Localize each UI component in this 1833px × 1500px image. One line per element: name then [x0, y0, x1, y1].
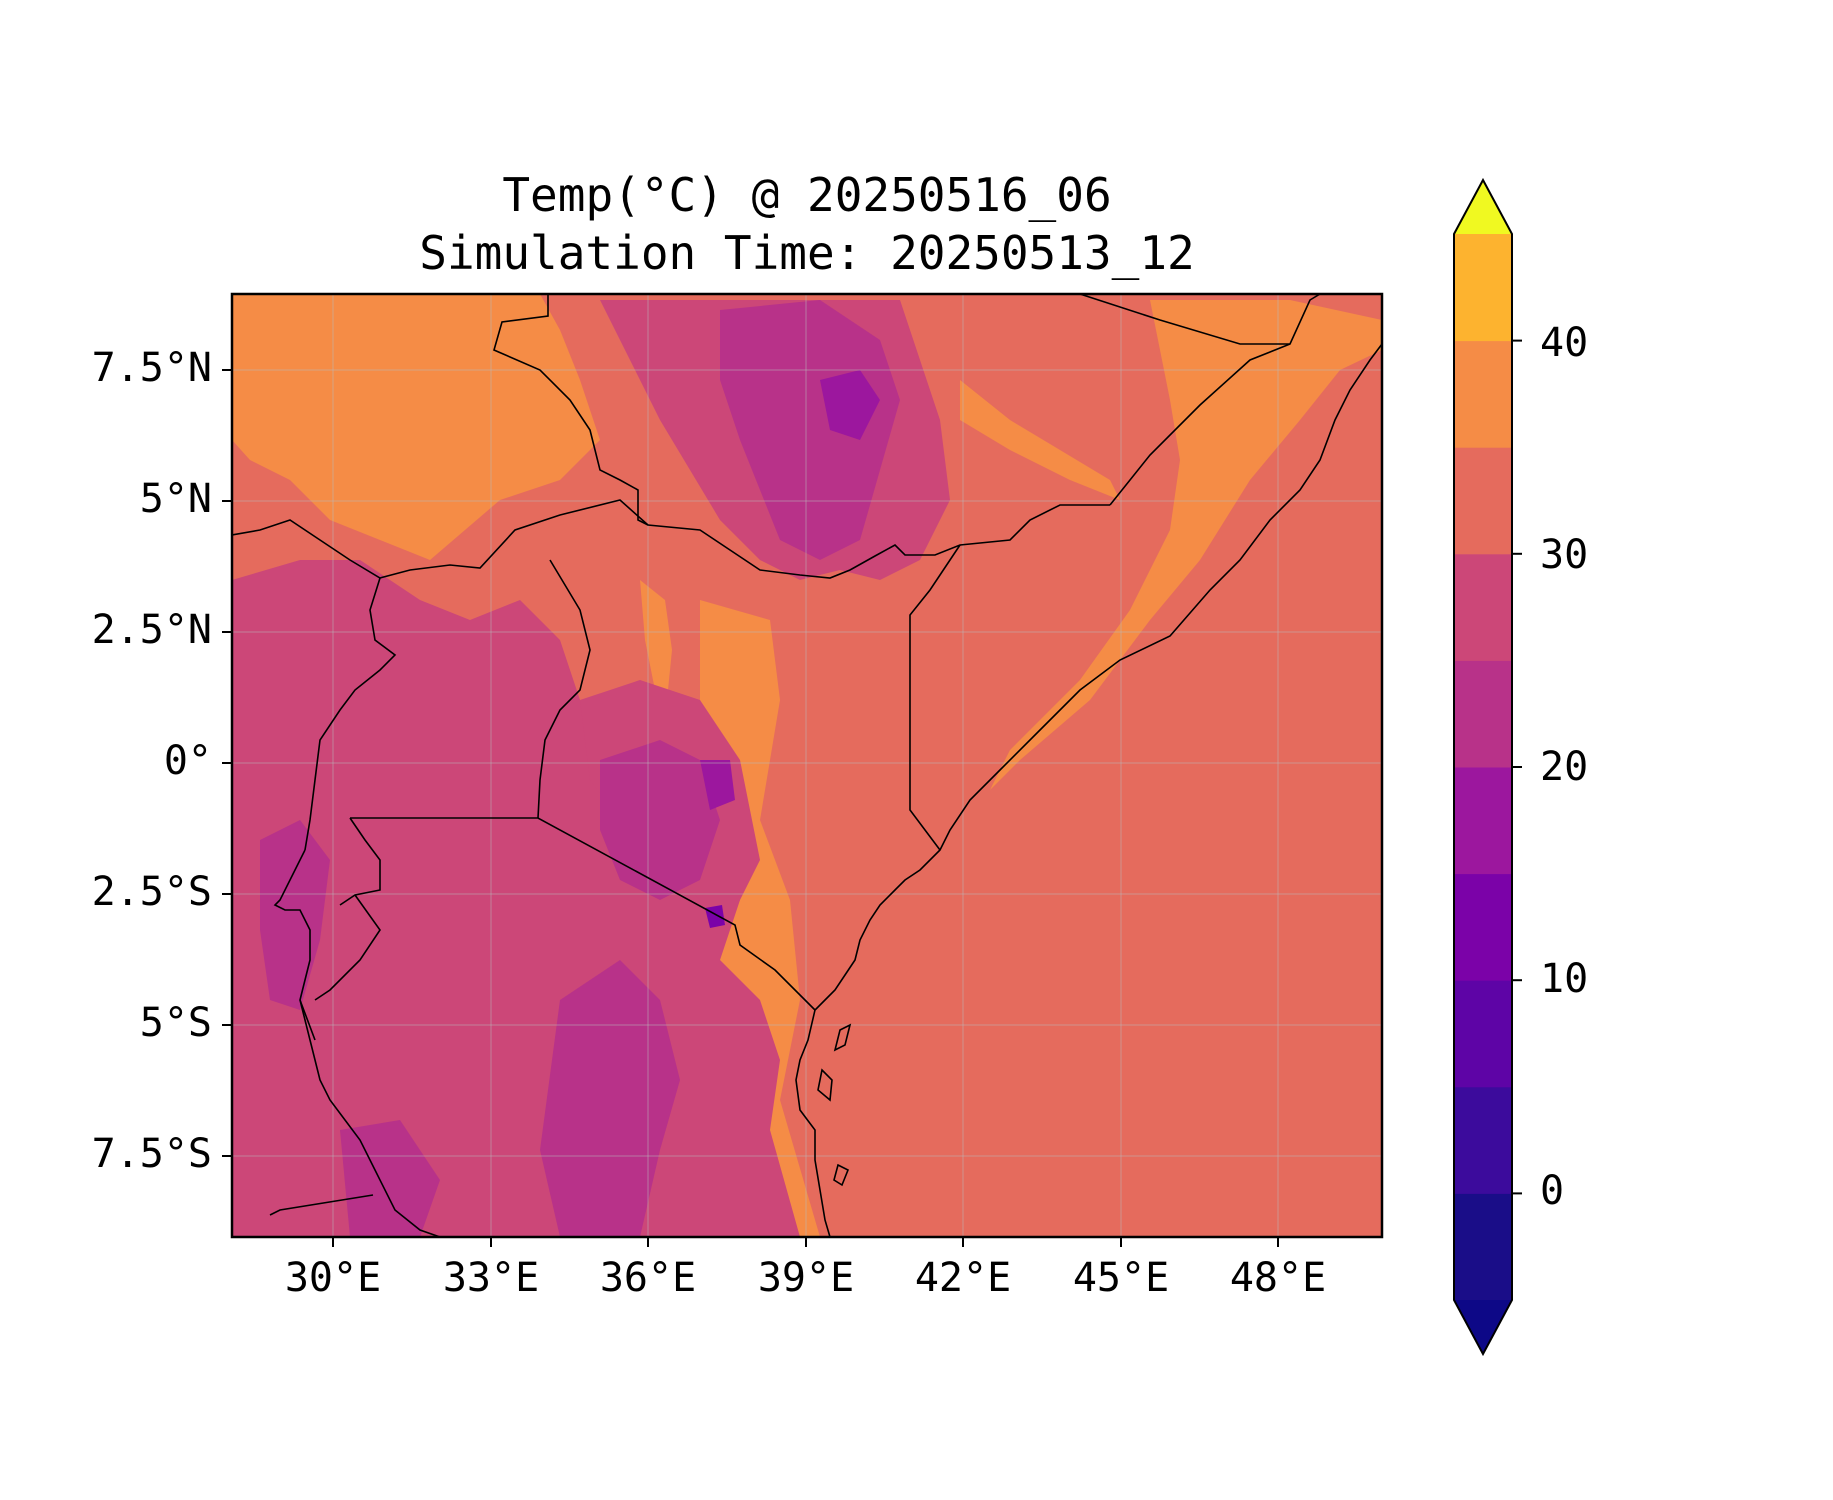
field-colder-rwanda: [260, 820, 330, 1010]
colorbar-band: [1454, 1193, 1512, 1301]
colorbar-tick-label: 0: [1540, 1168, 1565, 1214]
y-tick-label: 0°: [163, 738, 212, 784]
y-tick-label: 5°N: [139, 476, 212, 522]
colorbar-tick-label: 10: [1540, 956, 1589, 1002]
colorbar-extend-over: [1454, 180, 1512, 234]
colorbar-extend-under: [1454, 1300, 1512, 1354]
gridlines: [232, 294, 1382, 1237]
colorbar-band: [1454, 660, 1512, 768]
coastline: [795, 343, 1382, 1237]
colorbar-tick-label: 40: [1540, 320, 1589, 366]
colorbar-band: [1454, 553, 1512, 661]
field-coldest-ethiopia: [820, 370, 880, 440]
x-tick-label: 45°E: [1072, 1255, 1170, 1301]
colorbar-band: [1454, 447, 1512, 555]
x-tick-label: 30°E: [284, 1255, 382, 1301]
colorbar-band: [1454, 340, 1512, 448]
title-line-1: Temp(°C) @ 20250516_06: [502, 168, 1112, 222]
field-hot-turkana: [640, 580, 672, 690]
field-colder-kenya: [600, 740, 720, 900]
field-colder-ethiopia: [720, 300, 900, 560]
y-tick-marks: [222, 369, 232, 1157]
colorbar-tick-label: 30: [1540, 532, 1589, 578]
x-tick-marks: [332, 1237, 1279, 1247]
field-hot-northeast: [990, 300, 1382, 790]
y-tick-label: 2.5°S: [91, 869, 212, 915]
field-hot-ogaden: [960, 380, 1120, 500]
x-tick-label: 36°E: [599, 1255, 697, 1301]
colorbar-band: [1454, 1086, 1512, 1194]
field-colder-tanzania: [540, 960, 680, 1237]
x-tick-label: 33°E: [442, 1255, 540, 1301]
y-tick-label: 5°S: [139, 1000, 212, 1046]
x-tick-label: 48°E: [1229, 1255, 1327, 1301]
colorbar: [1453, 177, 1522, 1357]
colorbar-outline: [1453, 177, 1513, 1357]
colorbar-band: [1454, 873, 1512, 981]
x-tick-label: 42°E: [914, 1255, 1012, 1301]
title-line-2: Simulation Time: 20250513_12: [419, 226, 1195, 280]
colorbar-band: [1454, 980, 1512, 1088]
map-area: [232, 294, 1382, 1237]
y-tick-label: 2.5°N: [91, 607, 212, 653]
y-tick-label: 7.5°N: [91, 345, 212, 391]
x-tick-label: 39°E: [757, 1255, 855, 1301]
field-hot-northwest: [232, 294, 600, 560]
colorbar-band: [1454, 234, 1512, 342]
colorbar-tick-label: 20: [1540, 744, 1589, 790]
y-tick-label: 7.5°S: [91, 1131, 212, 1177]
country-borders: [232, 294, 1321, 1237]
field-coldest-kenya: [700, 760, 735, 810]
colorbar-band: [1454, 767, 1512, 875]
